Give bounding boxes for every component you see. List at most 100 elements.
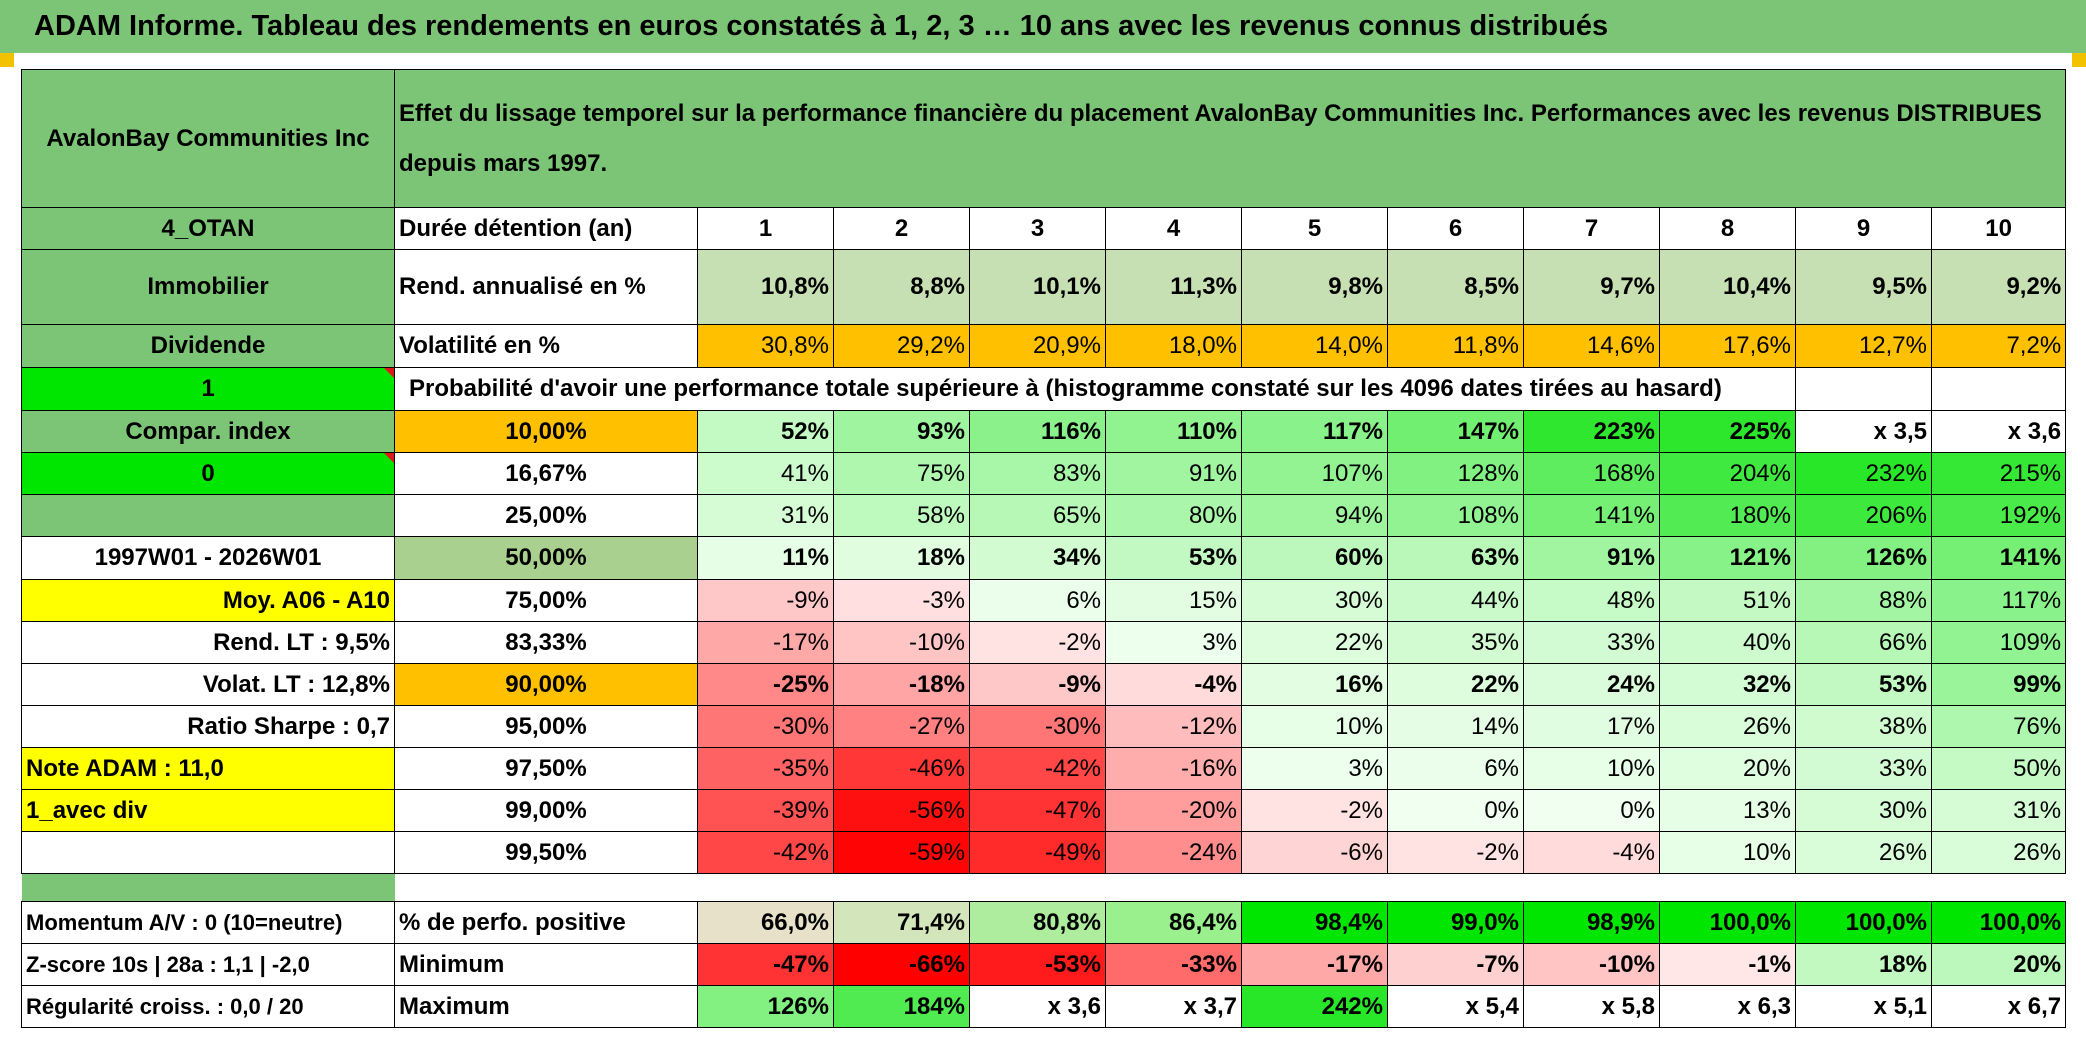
proba-value: 6% [1387,747,1524,790]
proba-value: 192% [1930,494,2067,537]
avec-div-cell: 1_avec div [21,789,395,832]
proba-threshold: 99,00% [394,789,698,832]
proba-value: 168% [1523,452,1660,495]
positive-value: 71,4% [833,901,970,944]
proba-value: -16% [1105,747,1242,790]
proba-value: -42% [969,747,1106,790]
positive-value: 100,0% [1795,901,1932,944]
volat-value: 12,7% [1795,324,1932,368]
proba-value: -25% [697,663,834,706]
rend-value: 10,1% [969,249,1106,325]
proba-value: 91% [1523,536,1660,580]
volat-value: 11,8% [1387,324,1524,368]
positive-value: 80,8% [969,901,1106,944]
proba-value: -35% [697,747,834,790]
note-cell: Note ADAM : 11,0 [21,747,395,790]
proba-value: 3% [1105,621,1242,664]
proba-value: 75% [833,452,970,495]
proba-value: 35% [1387,621,1524,664]
proba-value: x 3,6 [1930,410,2067,453]
proba-value: 3% [1241,747,1388,790]
minimum-value: -10% [1523,943,1660,986]
positive-value: 86,4% [1105,901,1242,944]
proba-value: 24% [1523,663,1660,706]
selector-zero[interactable]: 0 [21,452,395,495]
proba-value: 51% [1659,579,1796,622]
proba-value: 215% [1930,452,2067,495]
returns-table: AvalonBay Communities Inc Effet du lissa… [21,69,2067,1028]
positive-value: 100,0% [1659,901,1796,944]
proba-value: -30% [697,705,834,748]
sharpe-cell: Ratio Sharpe : 0,7 [21,705,395,748]
minimum-value: 20% [1930,943,2067,986]
proba-value: 14% [1387,705,1524,748]
selector-one[interactable]: 1 [21,367,395,411]
proba-value: 33% [1523,621,1660,664]
maximum-value: x 5,4 [1387,985,1524,1028]
maximum-value: x 5,8 [1523,985,1660,1028]
proba-value: 16% [1241,663,1388,706]
proba-value: 66% [1795,621,1932,664]
year-header-4: 4 [1105,207,1242,250]
proba-value: 48% [1523,579,1660,622]
zscore-cell: Z-score 10s | 28a : 1,1 | -2,0 [21,943,395,986]
proba-value: 44% [1387,579,1524,622]
proba-value: -46% [833,747,970,790]
empty-cell [1930,367,2067,411]
proba-value: 10% [1241,705,1388,748]
positive-value: 66,0% [697,901,834,944]
proba-value: 223% [1523,410,1660,453]
rend-value: 9,2% [1930,249,2067,325]
proba-value: 31% [697,494,834,537]
proba-value: 6% [969,579,1106,622]
maximum-value: x 3,6 [969,985,1106,1028]
proba-value: 108% [1387,494,1524,537]
proba-value: 121% [1659,536,1796,580]
proba-value: 180% [1659,494,1796,537]
proba-value: 10% [1523,747,1660,790]
proba-value: 0% [1523,789,1660,832]
proba-value: 126% [1795,536,1932,580]
proba-value: -9% [697,579,834,622]
minimum-value: 18% [1795,943,1932,986]
proba-value: -12% [1105,705,1242,748]
proba-value: 40% [1659,621,1796,664]
positive-value: 99,0% [1387,901,1524,944]
minimum-label: Minimum [394,943,698,986]
table-description: Effet du lissage temporel sur la perform… [393,69,2067,208]
proba-value: -47% [969,789,1106,832]
proba-threshold: 83,33% [394,621,698,664]
minimum-value: -33% [1105,943,1242,986]
empty-cell [1795,367,1932,411]
proba-label: Probabilité d'avoir une performance tota… [394,367,1796,411]
year-header-1: 1 [697,207,834,250]
regularite-cell: Régularité croiss. : 0,0 / 20 [21,985,395,1028]
company-name: AvalonBay Communities Inc [21,69,395,208]
code-cell: 4_OTAN [21,207,395,250]
proba-value: 53% [1795,663,1932,706]
rend-label: Rend. annualisé en % [394,249,698,325]
maximum-value: x 6,3 [1659,985,1796,1028]
proba-value: -4% [1105,663,1242,706]
rend-value: 10,4% [1659,249,1796,325]
proba-value: 22% [1241,621,1388,664]
proba-value: 88% [1795,579,1932,622]
proba-threshold: 25,00% [394,494,698,537]
yellow-corner-right [2072,53,2086,67]
proba-value: 13% [1659,789,1796,832]
proba-value: 52% [697,410,834,453]
proba-value: 232% [1795,452,1932,495]
proba-value: 107% [1241,452,1388,495]
rend-value: 8,8% [833,249,970,325]
minimum-value: -53% [969,943,1106,986]
proba-value: -42% [697,831,834,874]
positive-label: % de perfo. positive [394,901,698,944]
rend-lt-cell: Rend. LT : 9,5% [21,621,395,664]
rend-value: 9,7% [1523,249,1660,325]
volat-lt-cell: Volat. LT : 12,8% [21,663,395,706]
minimum-value: -1% [1659,943,1796,986]
proba-value: 10% [1659,831,1796,874]
proba-value: -39% [697,789,834,832]
minimum-value: -66% [833,943,970,986]
compar-index-cell: Compar. index [21,410,395,453]
